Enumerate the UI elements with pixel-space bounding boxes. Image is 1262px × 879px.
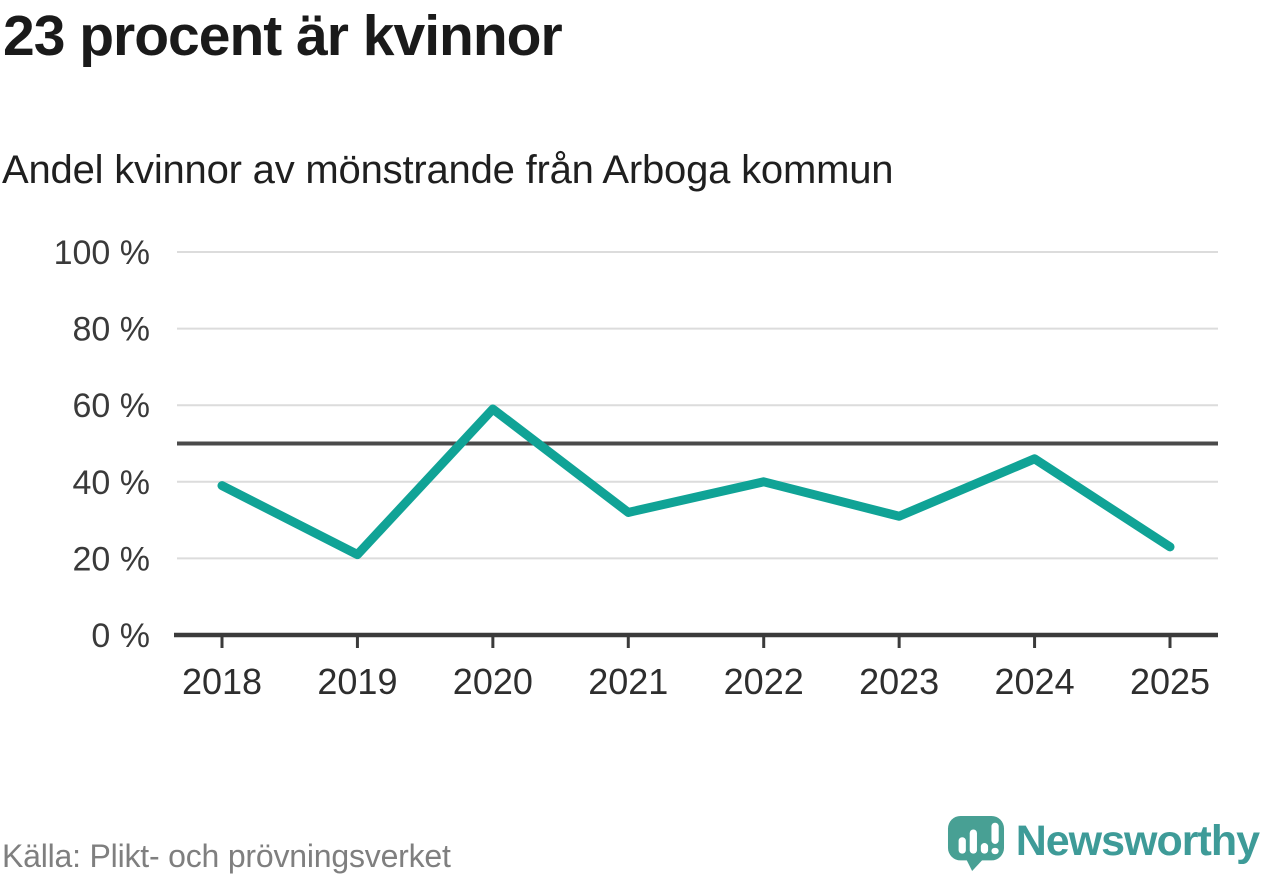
newsworthy-logo: Newsworthy xyxy=(947,812,1260,874)
x-tick-label-2021: 2021 xyxy=(588,661,668,702)
y-tick-label-20: 20 % xyxy=(73,540,151,578)
x-tick-label-2019: 2019 xyxy=(317,661,397,702)
x-tick-label-2023: 2023 xyxy=(859,661,939,702)
newsworthy-logo-icon xyxy=(947,815,1004,871)
chart-subtitle: Andel kvinnor av mönstrande från Arboga … xyxy=(2,148,894,192)
source-caption: Källa: Plikt- och prövningsverket xyxy=(2,838,451,874)
data-line-andel-kvinnor xyxy=(217,404,1175,560)
y-tick-label-40: 40 % xyxy=(73,464,151,502)
newsworthy-wordmark: Newsworthy xyxy=(1015,816,1260,865)
x-tick-label-2024: 2024 xyxy=(995,661,1075,702)
x-tick-label-2025: 2025 xyxy=(1130,661,1210,702)
x-tick-label-2022: 2022 xyxy=(724,661,804,702)
line-chart: 0 % 20 % 40 % 60 % 80 % 100 % 2018 2019 2020 2021… xyxy=(54,234,1218,702)
y-tick-label-100: 100 % xyxy=(54,234,150,272)
y-tick-label-0: 0 % xyxy=(91,617,150,655)
chart-title: 23 procent är kvinnor xyxy=(3,4,563,68)
x-tick-label-2020: 2020 xyxy=(453,661,533,702)
x-tick-label-2018: 2018 xyxy=(182,661,262,702)
y-tick-label-60: 60 % xyxy=(73,387,151,425)
y-tick-label-80: 80 % xyxy=(73,311,151,349)
